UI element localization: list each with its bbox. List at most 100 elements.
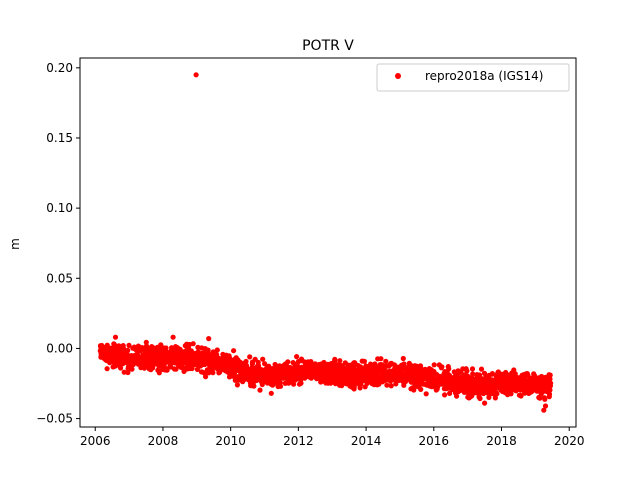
x-tick-label: 2006	[80, 434, 111, 448]
data-point	[542, 396, 548, 402]
data-point	[257, 387, 263, 393]
data-point	[518, 393, 524, 399]
y-tick-label: 0.15	[46, 131, 73, 145]
data-point	[298, 380, 304, 386]
data-point	[104, 366, 110, 372]
data-point	[454, 393, 460, 399]
data-point	[492, 395, 498, 401]
data-point	[251, 383, 257, 389]
data-point	[231, 348, 237, 354]
data-point	[478, 366, 485, 372]
data-point	[125, 369, 131, 376]
data-point	[446, 366, 452, 372]
data-point	[294, 354, 300, 360]
data-point	[285, 359, 291, 365]
data-point	[458, 369, 464, 375]
data-point	[469, 366, 476, 372]
plot-frame	[79, 57, 577, 428]
data-point	[494, 391, 500, 397]
data-point	[164, 367, 170, 373]
data-point	[141, 365, 147, 371]
data-point	[481, 370, 488, 376]
data-point	[243, 358, 249, 365]
x-tick-label: 2010	[215, 434, 246, 448]
data-point	[262, 361, 268, 367]
data-point	[447, 390, 453, 396]
data-point	[546, 391, 553, 397]
data-point	[547, 387, 553, 393]
data-point	[126, 342, 132, 348]
data-point	[470, 371, 476, 377]
data-point	[542, 403, 549, 409]
data-point	[418, 386, 424, 392]
data-point	[234, 382, 240, 388]
data-point	[247, 354, 253, 360]
x-tick-label: 2016	[419, 434, 450, 448]
data-point	[112, 334, 119, 340]
y-tick-label: 0.20	[46, 61, 73, 75]
x-tick-label: 2012	[283, 434, 314, 448]
data-point	[170, 334, 176, 340]
data-point	[210, 370, 216, 376]
data-point	[125, 347, 131, 353]
data-point	[291, 381, 297, 387]
x-tick-label: 2018	[486, 434, 517, 448]
data-point	[214, 347, 220, 353]
data-point	[548, 380, 554, 386]
y-tick-label: 0.10	[46, 201, 73, 215]
data-point	[193, 72, 199, 78]
legend-label: repro2018a (IGS14)	[425, 69, 543, 83]
x-tick-label: 2020	[554, 434, 585, 448]
data-point	[121, 369, 127, 375]
y-tick-label: 0.00	[46, 341, 73, 355]
data-point	[489, 371, 495, 377]
x-axis: 2006 2008 2010 2012 2014 2016 2018 2020	[80, 427, 585, 448]
data-point	[143, 339, 149, 345]
data-point	[482, 400, 488, 406]
data-point	[384, 382, 390, 388]
data-point	[337, 358, 343, 364]
y-tick-label: −0.05	[36, 412, 73, 426]
data-point	[206, 336, 212, 342]
data-point	[442, 392, 448, 398]
data-point	[373, 364, 379, 370]
data-point	[400, 355, 406, 362]
data-point	[156, 370, 162, 376]
chart-title: POTR V	[302, 38, 354, 54]
data-point	[423, 391, 429, 397]
data-point	[351, 384, 357, 390]
data-point	[203, 374, 209, 380]
y-tick-label: 0.05	[46, 271, 73, 285]
data-point	[118, 365, 124, 371]
data-point	[277, 383, 284, 389]
data-point	[439, 364, 445, 370]
x-tick-label: 2014	[351, 434, 382, 448]
data-point	[195, 344, 201, 350]
legend: repro2018a (IGS14)	[376, 63, 570, 92]
data-point	[477, 395, 483, 402]
data-point	[431, 362, 437, 368]
y-axis: −0.05 0.00 0.05 0.10 0.15 0.20	[36, 61, 80, 426]
data-point	[541, 407, 547, 413]
data-point	[503, 369, 509, 376]
data-point	[383, 358, 389, 364]
data-point	[260, 356, 266, 362]
data-point	[194, 366, 200, 372]
data-point	[537, 395, 543, 401]
data-point	[173, 366, 179, 372]
data-point	[205, 347, 211, 353]
data-points	[97, 72, 554, 413]
data-point	[547, 376, 553, 382]
data-point	[411, 387, 417, 393]
data-point	[388, 383, 394, 389]
data-point	[393, 381, 399, 387]
data-point	[332, 356, 338, 362]
data-point	[464, 368, 470, 374]
x-tick-label: 2008	[148, 434, 179, 448]
data-point	[112, 342, 118, 348]
legend-box	[376, 63, 570, 92]
data-point	[361, 358, 367, 364]
data-point	[378, 356, 384, 362]
data-point	[508, 391, 514, 397]
